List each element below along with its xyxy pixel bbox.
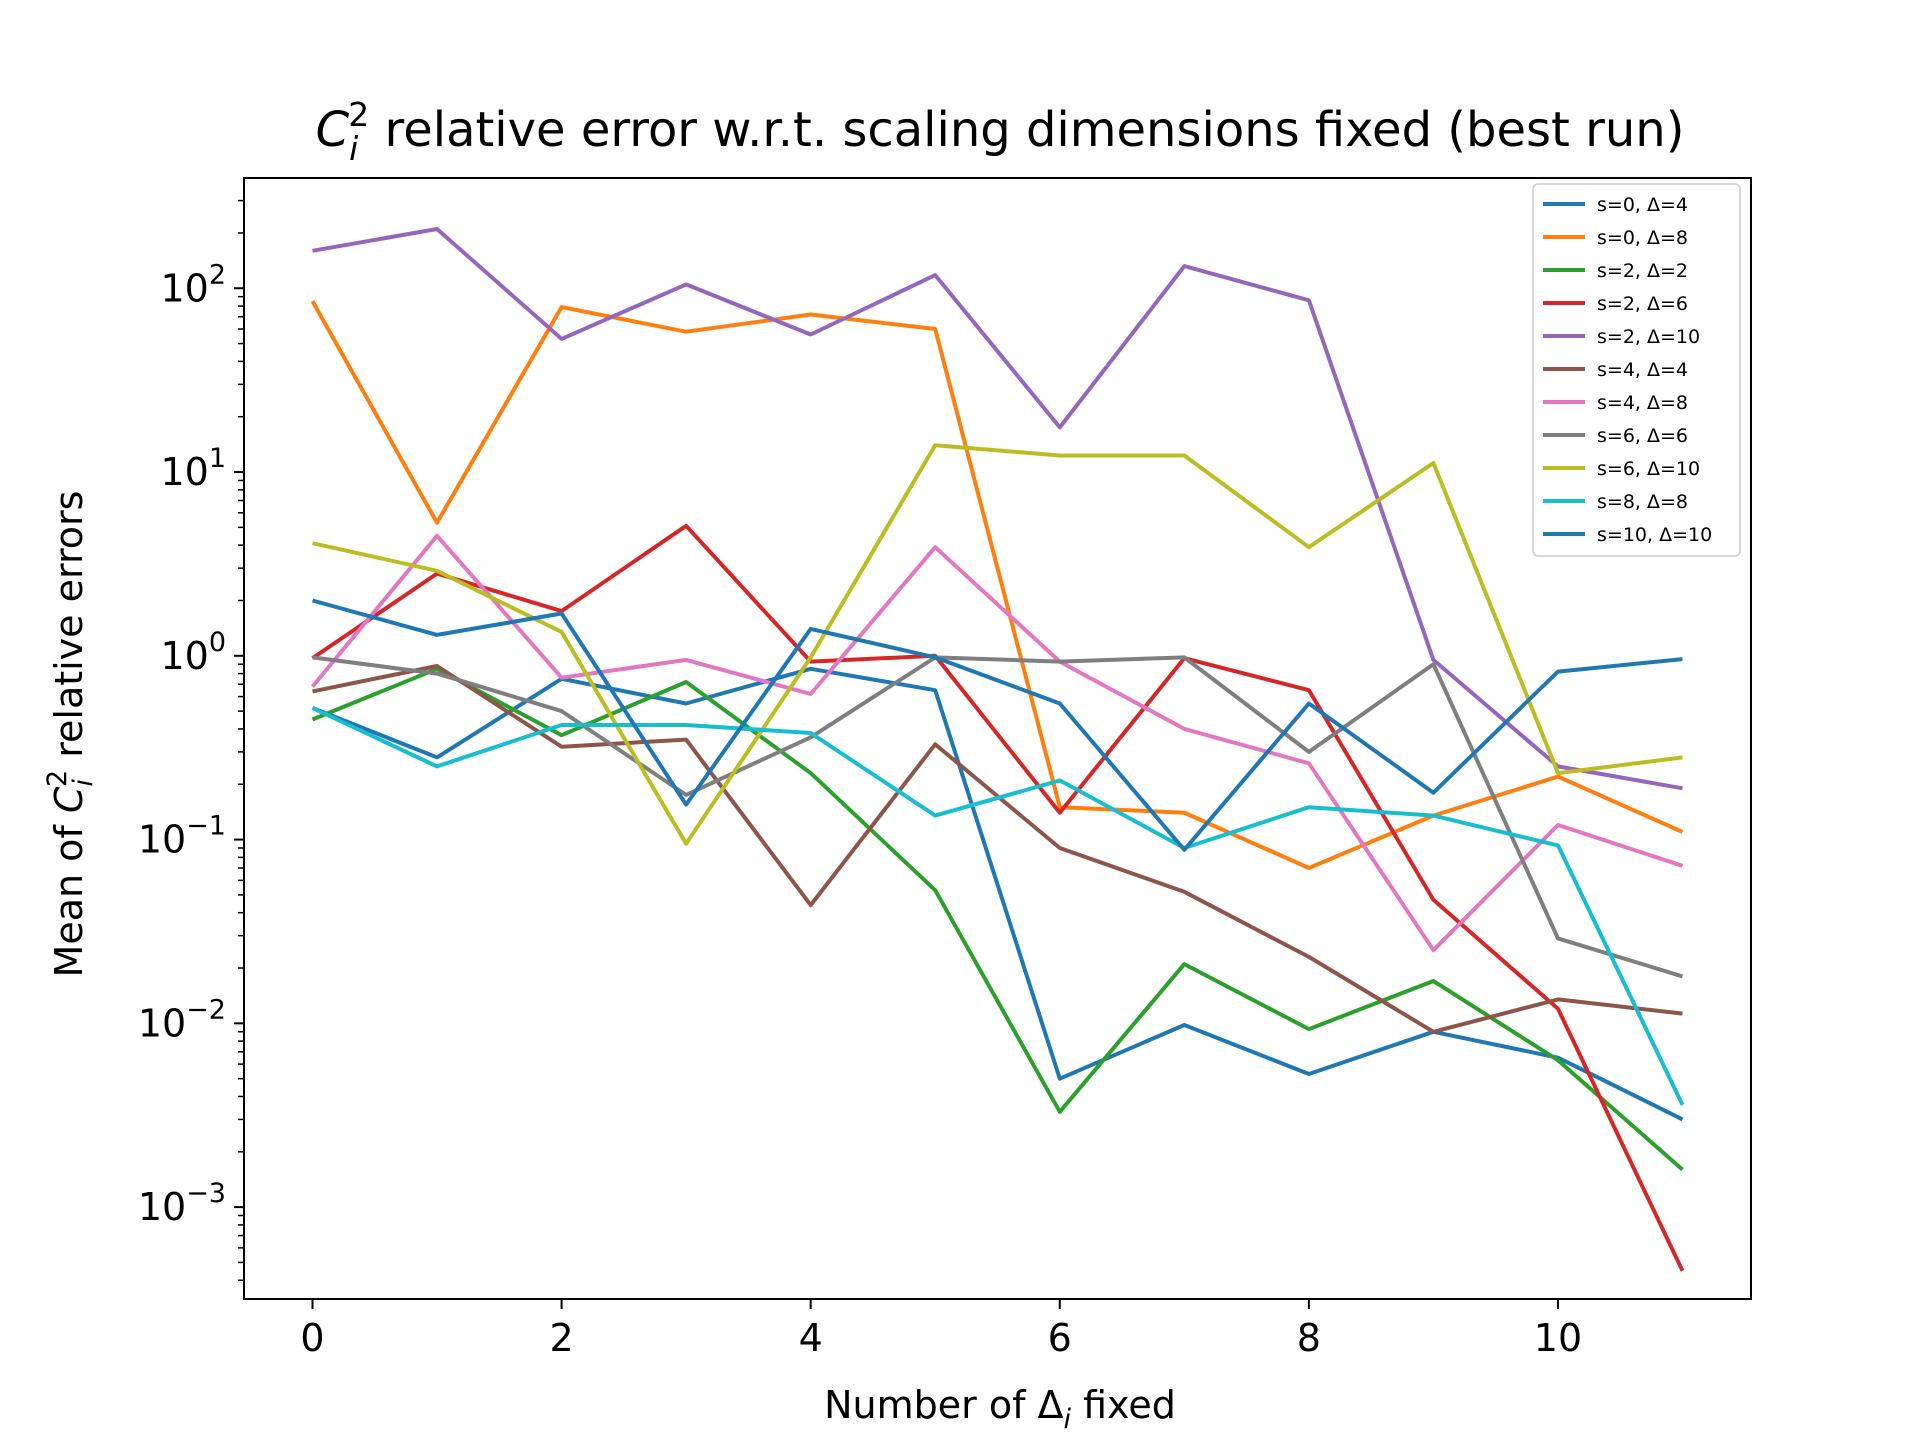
legend: s=0, Δ=4 s=0, Δ=8 s=2, Δ=2 s=2, Δ=6 s=2, Δ=1…	[1532, 183, 1741, 557]
legend-label: s=2, Δ=2	[1597, 260, 1688, 282]
legend-label: s=2, Δ=10	[1597, 326, 1700, 348]
series-line-5	[312, 227, 1683, 791]
series-line-2	[310, 300, 1684, 870]
y-tick-label: 102	[160, 259, 226, 310]
x-tick-label: 6	[1048, 1316, 1072, 1360]
x-tick-label: 0	[300, 1316, 324, 1360]
series-line-11	[311, 598, 1683, 852]
legend-label: s=4, Δ=4	[1597, 359, 1688, 381]
plot-frame	[243, 177, 1752, 1300]
x-tick-label: 8	[1297, 1316, 1321, 1360]
series-line-10	[311, 706, 1685, 1106]
legend-label: s=2, Δ=6	[1597, 293, 1688, 315]
legend-box	[1532, 183, 1741, 557]
legend-label: s=8, Δ=8	[1597, 491, 1688, 513]
y-tick-label: 101	[160, 443, 226, 494]
series-line-8	[312, 655, 1684, 979]
y-tick-label: 10−2	[138, 994, 226, 1045]
chart-title: Ci2 relative error w.r.t. scaling dimens…	[316, 95, 1685, 168]
legend-label: s=0, Δ=4	[1597, 194, 1688, 216]
legend-label: s=4, Δ=8	[1597, 392, 1688, 414]
series-line-3	[311, 666, 1684, 1172]
series-line-1	[311, 666, 1684, 1122]
y-tick-label: 10−1	[138, 811, 226, 862]
series-line-7	[310, 533, 1684, 953]
y-axis-label: Mean of Ci2 relative errors	[42, 491, 99, 978]
x-axis-label: Number of Δi fixed	[824, 1383, 1176, 1435]
y-tick-label: 10−3	[138, 1178, 226, 1229]
x-tick-label: 2	[549, 1316, 573, 1360]
legend-label: s=0, Δ=8	[1597, 227, 1688, 249]
legend-label: s=10, Δ=10	[1597, 524, 1712, 546]
series-line-9	[312, 443, 1683, 846]
legend-label: s=6, Δ=6	[1597, 425, 1688, 447]
legend-label: s=6, Δ=10	[1597, 458, 1700, 480]
y-tick-label: 100	[160, 627, 226, 678]
series-line-4	[311, 523, 1685, 1272]
x-tick-label: 10	[1534, 1316, 1582, 1360]
x-tick-label: 4	[799, 1316, 823, 1360]
